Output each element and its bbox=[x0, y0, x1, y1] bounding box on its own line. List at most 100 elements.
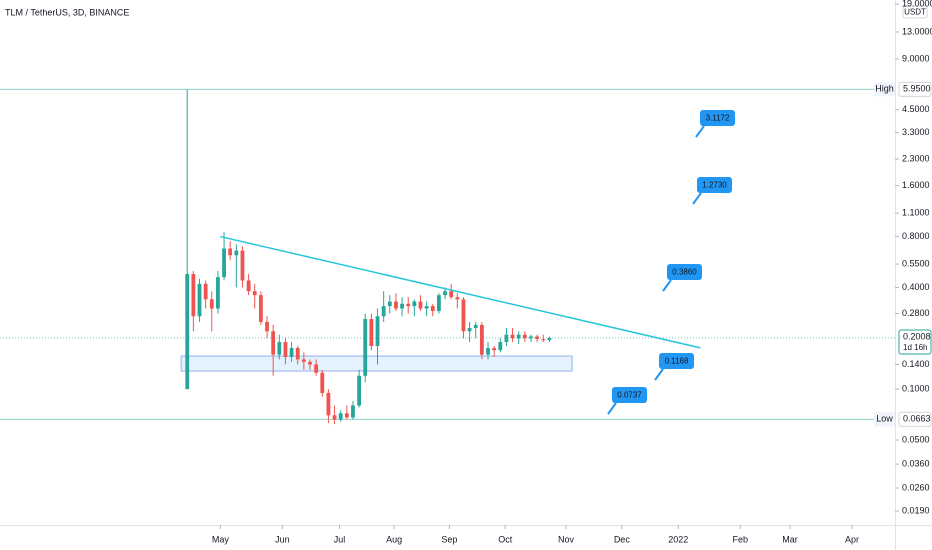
y-tick-label: 0.4000 bbox=[902, 282, 930, 292]
current-price-box bbox=[898, 329, 932, 355]
candle-body bbox=[400, 303, 404, 309]
candle-body bbox=[492, 348, 497, 351]
y-tick-label: 0.0360 bbox=[902, 458, 930, 468]
candle-body bbox=[437, 295, 441, 312]
candle-body bbox=[240, 250, 245, 281]
candle-body bbox=[504, 334, 509, 343]
candle-body bbox=[547, 337, 552, 341]
x-tick-label: Sep bbox=[441, 534, 457, 544]
high-name-box bbox=[874, 82, 895, 97]
callout-arrow bbox=[654, 368, 664, 381]
candle-body bbox=[449, 291, 454, 298]
candle-body bbox=[522, 334, 527, 339]
candle-body bbox=[191, 274, 196, 317]
candle-body bbox=[387, 301, 392, 307]
candle-body bbox=[222, 248, 226, 278]
high-value-box bbox=[898, 81, 932, 97]
chart-title: TLM / TetherUS, 3D, BINANCE bbox=[5, 7, 129, 17]
low-value-box bbox=[898, 411, 932, 427]
candle-body bbox=[430, 306, 435, 312]
candle-body bbox=[326, 392, 331, 416]
callout-box bbox=[659, 353, 694, 369]
y-tick-label: 13.0000 bbox=[902, 26, 932, 36]
candle-body bbox=[535, 336, 540, 340]
candle-body bbox=[406, 303, 411, 307]
candle-body bbox=[418, 301, 423, 309]
y-tick-label: 0.0500 bbox=[902, 434, 930, 444]
x-tick-label: Nov bbox=[558, 534, 575, 544]
callout-box bbox=[667, 264, 702, 280]
candle-body bbox=[277, 342, 282, 355]
countdown-label: 1d 16h bbox=[903, 343, 927, 352]
candle-body bbox=[498, 342, 503, 351]
callout-arrow bbox=[607, 402, 617, 415]
y-tick-label: 9.0000 bbox=[902, 53, 930, 63]
callout-label: 3.1172 bbox=[706, 114, 730, 123]
y-tick-label: 0.1400 bbox=[902, 359, 930, 369]
candle-body bbox=[308, 361, 312, 365]
candle-body bbox=[197, 283, 202, 317]
callout-label: 0.1168 bbox=[665, 357, 689, 366]
candle-body bbox=[541, 339, 546, 341]
low-name: Low bbox=[876, 414, 893, 424]
candle-body bbox=[265, 321, 269, 332]
candle-body bbox=[351, 405, 355, 418]
candle-body bbox=[479, 324, 484, 355]
candle-body bbox=[289, 348, 294, 357]
y-tick-label: 1.1000 bbox=[902, 208, 930, 218]
zone-box bbox=[180, 355, 573, 372]
currency-box bbox=[902, 5, 928, 19]
y-tick-label: 0.5500 bbox=[902, 258, 930, 268]
x-tick-label: May bbox=[212, 534, 230, 544]
candle-body bbox=[332, 415, 337, 420]
candle-body bbox=[412, 301, 417, 307]
candle-body bbox=[246, 280, 251, 292]
x-tick-label: Mar bbox=[782, 534, 798, 544]
candle-body bbox=[424, 306, 429, 309]
candle-body bbox=[185, 274, 190, 390]
candle-body bbox=[443, 291, 447, 296]
y-tick-label: 2.3000 bbox=[902, 153, 930, 163]
candle-body bbox=[394, 301, 398, 309]
callout-box bbox=[697, 177, 732, 193]
callout-arrow bbox=[692, 192, 702, 205]
y-tick-label: 0.2800 bbox=[902, 308, 930, 318]
candle-body bbox=[375, 316, 380, 347]
candle-body bbox=[203, 283, 208, 300]
x-tick-label: Jun bbox=[275, 534, 290, 544]
candle-body bbox=[473, 324, 478, 329]
x-tick-label: Dec bbox=[614, 534, 631, 544]
candle-body bbox=[516, 334, 521, 339]
x-tick-label: Aug bbox=[386, 534, 402, 544]
y-tick-label: 3.3000 bbox=[902, 127, 930, 137]
callout-box bbox=[700, 110, 735, 126]
callout-arrow bbox=[662, 279, 672, 292]
currency-label: USDT bbox=[904, 8, 926, 17]
y-tick-label: 0.1000 bbox=[902, 384, 930, 394]
candle-body bbox=[455, 297, 460, 300]
x-tick-label: Apr bbox=[845, 534, 859, 544]
y-tick-label: 0.0260 bbox=[902, 482, 930, 492]
candle-body bbox=[209, 299, 214, 309]
x-tick-label: Feb bbox=[733, 534, 749, 544]
candle-body bbox=[314, 364, 319, 373]
callout-label: 1.2730 bbox=[702, 181, 727, 190]
candle-body bbox=[344, 413, 349, 418]
high-name: High bbox=[875, 84, 894, 94]
candle-body bbox=[529, 336, 533, 339]
y-tick-label: 1.6000 bbox=[902, 180, 930, 190]
candle-body bbox=[369, 319, 374, 347]
x-tick-label: Oct bbox=[498, 534, 513, 544]
y-tick-label: 19.0000 bbox=[902, 0, 932, 9]
y-tick-label: 4.5000 bbox=[902, 104, 930, 114]
callout-label: 0.0737 bbox=[617, 391, 642, 400]
candle-body bbox=[320, 372, 325, 393]
candle-body bbox=[363, 319, 368, 376]
candle-body bbox=[252, 291, 257, 296]
candle-body bbox=[461, 299, 466, 332]
high-value: 5.9500 bbox=[903, 84, 931, 94]
candle-body bbox=[467, 328, 472, 332]
current-price-label: 0.2008 bbox=[903, 331, 931, 341]
candle-body bbox=[271, 331, 276, 355]
